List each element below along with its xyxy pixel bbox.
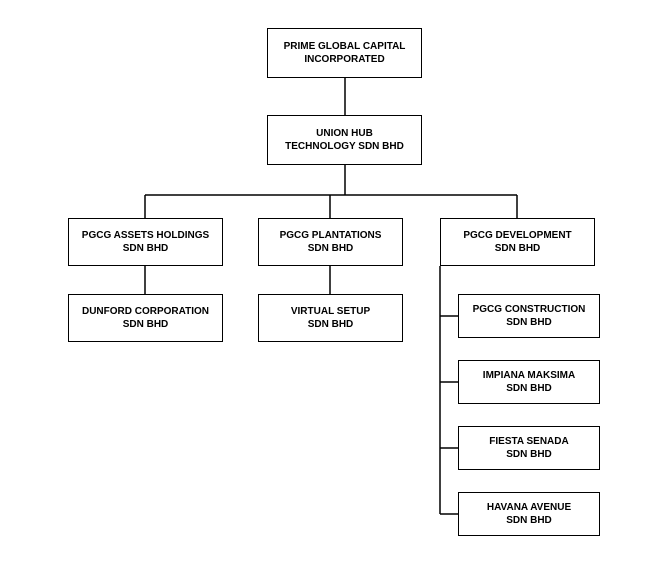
node-assets-line2: SDN BHD: [123, 242, 169, 255]
node-impiana-line2: SDN BHD: [506, 382, 552, 395]
node-impiana-line1: IMPIANA MAKSIMA: [483, 369, 575, 382]
node-fiesta: FIESTA SENADA SDN BHD: [458, 426, 600, 470]
node-virtual-line2: SDN BHD: [308, 318, 354, 331]
node-root-line2: INCORPORATED: [304, 53, 384, 66]
node-root: PRIME GLOBAL CAPITAL INCORPORATED: [267, 28, 422, 78]
node-dunford-line2: SDN BHD: [123, 318, 169, 331]
node-virtual-line1: VIRTUAL SETUP: [291, 305, 370, 318]
node-development-line1: PGCG DEVELOPMENT: [463, 229, 571, 242]
node-virtual: VIRTUAL SETUP SDN BHD: [258, 294, 403, 342]
node-plantations-line2: SDN BHD: [308, 242, 354, 255]
node-fiesta-line1: FIESTA SENADA: [489, 435, 568, 448]
node-assets-line1: PGCG ASSETS HOLDINGS: [82, 229, 209, 242]
node-havana-line1: HAVANA AVENUE: [487, 501, 571, 514]
node-union-line1: UNION HUB: [316, 127, 373, 140]
node-root-line1: PRIME GLOBAL CAPITAL: [284, 40, 406, 53]
node-development-line2: SDN BHD: [495, 242, 541, 255]
node-dunford-line1: DUNFORD CORPORATION: [82, 305, 209, 318]
node-union: UNION HUB TECHNOLOGY SDN BHD: [267, 115, 422, 165]
node-havana: HAVANA AVENUE SDN BHD: [458, 492, 600, 536]
node-construction-line2: SDN BHD: [506, 316, 552, 329]
node-construction-line1: PGCG CONSTRUCTION: [473, 303, 586, 316]
node-construction: PGCG CONSTRUCTION SDN BHD: [458, 294, 600, 338]
node-impiana: IMPIANA MAKSIMA SDN BHD: [458, 360, 600, 404]
connectors: [0, 0, 655, 574]
node-plantations: PGCG PLANTATIONS SDN BHD: [258, 218, 403, 266]
node-union-line2: TECHNOLOGY SDN BHD: [285, 140, 404, 153]
node-dunford: DUNFORD CORPORATION SDN BHD: [68, 294, 223, 342]
node-fiesta-line2: SDN BHD: [506, 448, 552, 461]
node-plantations-line1: PGCG PLANTATIONS: [280, 229, 382, 242]
node-havana-line2: SDN BHD: [506, 514, 552, 527]
node-assets: PGCG ASSETS HOLDINGS SDN BHD: [68, 218, 223, 266]
node-development: PGCG DEVELOPMENT SDN BHD: [440, 218, 595, 266]
